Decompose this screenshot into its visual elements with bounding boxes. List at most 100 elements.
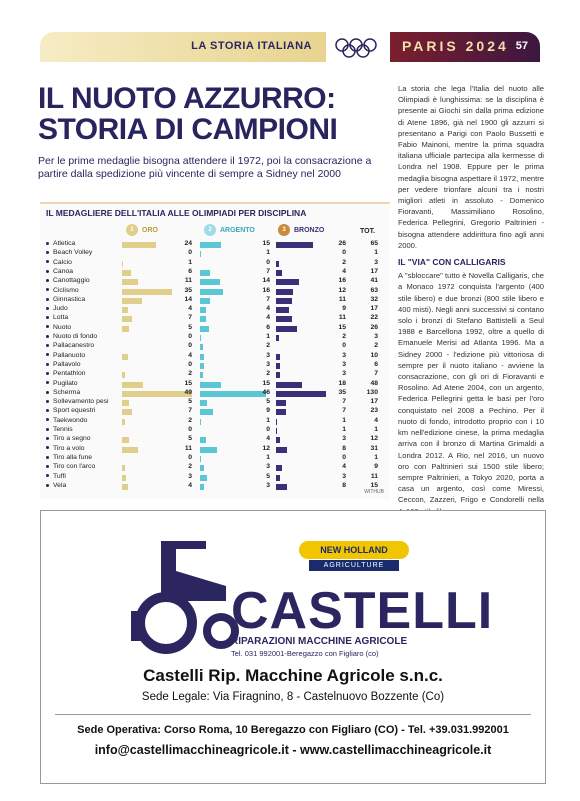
silver-bar <box>200 279 220 286</box>
gold-value: 3 <box>188 472 192 480</box>
gold-value: 5 <box>188 323 192 331</box>
bronze-bar <box>276 409 286 416</box>
bronze-bar <box>276 390 326 397</box>
total-value: 22 <box>370 314 378 322</box>
gold-bar <box>122 465 125 472</box>
gold-bar <box>122 353 128 360</box>
bronze-bar <box>276 242 314 248</box>
silver-value: 46 <box>262 388 270 396</box>
bronze-bar <box>276 260 279 267</box>
logo-wordmark: CASTELLI <box>231 582 494 640</box>
silver-value: 7 <box>266 295 270 303</box>
total-column-header: TOT. <box>360 228 376 235</box>
silver-bar <box>200 465 205 472</box>
legal-address: Sede Legale: Via Firagnino, 8 - Castelnu… <box>141 691 445 703</box>
silver-bar <box>200 269 210 276</box>
silver-medal-icon: 2 <box>204 224 216 236</box>
total-value: 17 <box>370 398 378 406</box>
page-header: LA STORIA ITALIANA PARIS 2024 57 <box>40 32 540 62</box>
silver-bar <box>200 297 210 304</box>
article-body: La storia che lega l'Italia del nuoto al… <box>398 83 544 517</box>
gold-medal-icon: 1 <box>126 224 138 236</box>
silver-column-header: 2 ARGENTO <box>204 224 255 238</box>
article-subtitle: Per le prime medaglie bisogna attendere … <box>38 155 372 180</box>
discipline-label: Pentathlon <box>46 370 86 377</box>
silver-value: 9 <box>266 407 270 415</box>
bronze-value: 3 <box>342 370 346 378</box>
gold-value: 35 <box>184 286 192 294</box>
gold-value: 0 <box>188 249 192 257</box>
bronze-value: 4 <box>342 267 346 275</box>
paragraph: La storia che lega l'Italia del nuoto al… <box>398 84 544 250</box>
silver-value: 1 <box>266 333 270 340</box>
silver-value: 3 <box>266 481 270 489</box>
discipline-label: Lotta <box>46 314 68 321</box>
bronze-value: 12 <box>338 286 346 294</box>
silver-bar <box>200 344 203 351</box>
total-value: 6 <box>374 360 378 368</box>
gold-value: 4 <box>188 305 192 313</box>
discipline-label: Tuffi <box>46 473 66 480</box>
title-line-1: IL NUOTO AZZURRO: <box>38 82 336 115</box>
discipline-label: Nuoto di fondo <box>46 333 97 340</box>
gold-bar <box>122 316 132 323</box>
discipline-label: Vela <box>46 482 66 489</box>
new-holland-badge: NEW HOLLAND AGRICULTURE <box>299 541 409 575</box>
bronze-bar <box>276 297 292 304</box>
silver-value: 1 <box>266 416 270 424</box>
paragraph: A "sbloccare" tutto è Novella Calligaris… <box>398 271 544 515</box>
silver-value: 0 <box>266 426 270 433</box>
bronze-value: 9 <box>342 305 346 313</box>
gold-value: 7 <box>188 407 192 415</box>
total-value: 12 <box>370 435 378 443</box>
silver-bar <box>200 335 202 341</box>
discipline-label: Sollevamento pesi <box>46 398 109 405</box>
discipline-label: Atletica <box>46 240 75 247</box>
total-value: 32 <box>370 295 378 303</box>
total-value: 130 <box>366 388 378 396</box>
bronze-bar <box>276 288 294 295</box>
bronze-value: 26 <box>338 240 346 247</box>
bronze-value: 7 <box>342 407 346 415</box>
gold-label: ORO <box>142 226 158 234</box>
gold-bar <box>122 279 138 286</box>
gold-bar <box>122 288 172 295</box>
gold-value: 4 <box>188 351 192 359</box>
bronze-value: 8 <box>342 481 346 489</box>
gold-bar <box>122 474 127 481</box>
total-value: 17 <box>370 267 378 275</box>
total-value: 48 <box>370 379 378 387</box>
gold-value: 24 <box>184 240 192 247</box>
silver-bar <box>200 307 206 314</box>
silver-bar <box>200 288 223 295</box>
total-value: 11 <box>370 472 378 480</box>
silver-value: 5 <box>266 472 270 480</box>
bronze-value: 35 <box>338 388 346 396</box>
bronze-bar <box>276 428 278 434</box>
bronze-value: 1 <box>342 426 346 433</box>
total-value: 23 <box>370 407 378 415</box>
silver-value: 16 <box>262 286 270 294</box>
discipline-label: Tiro a segno <box>46 435 91 442</box>
total-value: 65 <box>370 240 378 247</box>
bronze-value: 16 <box>338 277 346 285</box>
gold-bar <box>122 483 128 490</box>
bronze-bar <box>276 437 281 444</box>
gold-bar <box>122 409 132 416</box>
silver-value: 4 <box>266 435 270 443</box>
bronze-bar <box>276 307 289 314</box>
chart-credit: WITHUB <box>364 489 384 495</box>
gold-bar <box>122 325 130 332</box>
silver-value: 0 <box>266 258 270 266</box>
silver-bar <box>200 390 266 397</box>
tractor-logo-icon <box>131 541 239 654</box>
bronze-bar <box>276 316 292 323</box>
bronze-medal-icon: 3 <box>278 224 290 236</box>
gold-value: 5 <box>188 435 192 443</box>
bronze-bar <box>276 483 288 490</box>
discipline-label: Ginnastica <box>46 296 85 303</box>
bronze-value: 15 <box>338 323 346 331</box>
silver-bar <box>200 242 222 248</box>
bronze-bar <box>276 418 278 425</box>
total-value: 2 <box>374 342 378 350</box>
